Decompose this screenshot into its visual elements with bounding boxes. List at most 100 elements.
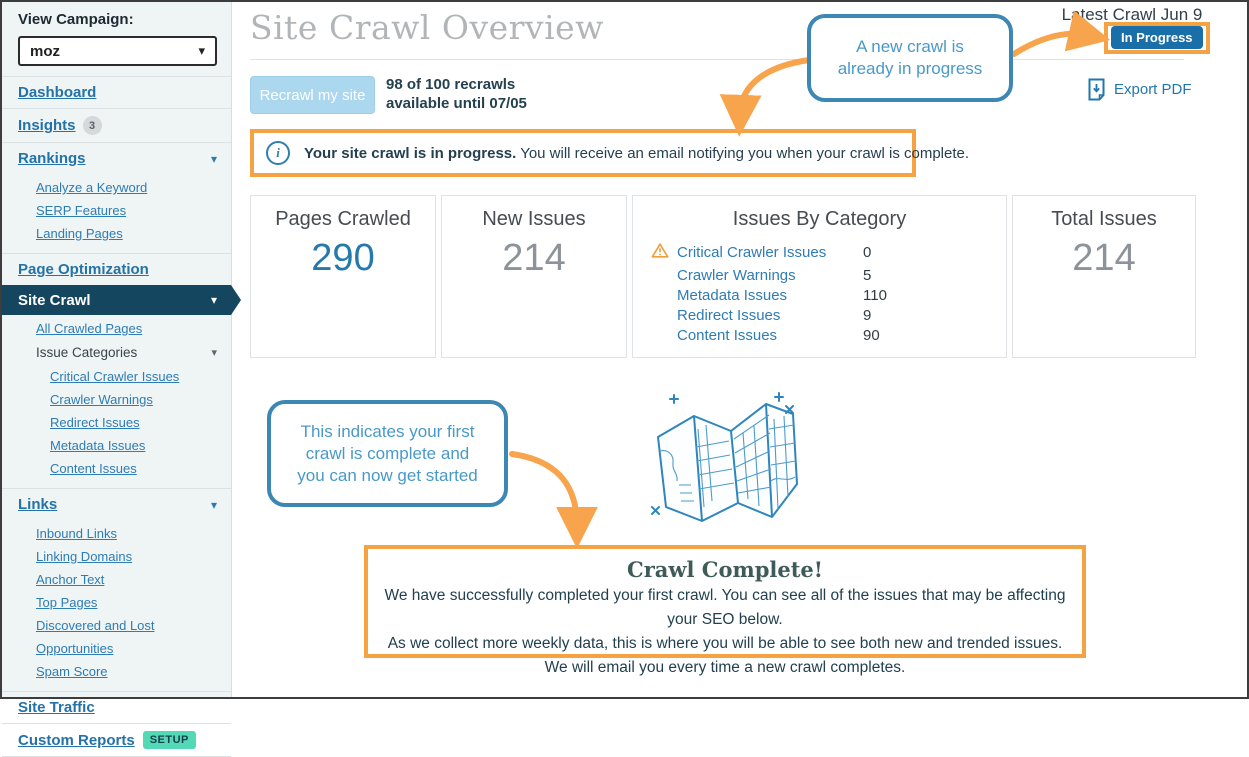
card-new-issues: New Issues 214 — [441, 195, 627, 358]
new-issues-value: 214 — [502, 237, 566, 279]
arrow-to-crawl-complete — [509, 451, 598, 549]
crawl-complete-title: Crawl Complete! — [627, 557, 823, 582]
recrawl-quota-line1: 98 of 100 recrawls — [386, 76, 516, 93]
sidebar-item-insights[interactable]: Insights 3 — [2, 109, 231, 142]
issue-category-link[interactable]: Crawler Warnings — [677, 266, 796, 284]
banner-text-bold: Your site crawl is in progress. — [304, 144, 517, 162]
page-optimization-link[interactable]: Page Optimization — [18, 261, 149, 278]
sidebar-item-serp-features[interactable]: SERP Features — [36, 203, 127, 218]
chevron-down-icon[interactable]: ▾ — [210, 151, 217, 166]
divider — [2, 76, 231, 77]
banner-text: Your site crawl is in progress. You will… — [304, 145, 969, 162]
sidebar-item-rankings[interactable]: Rankings ▾ — [2, 143, 231, 174]
sidebar-item-anchor-text[interactable]: Anchor Text — [36, 572, 105, 587]
folded-map-illustration — [646, 389, 811, 532]
warning-icon — [651, 242, 677, 264]
issue-category-row: Crawler Warnings 5 — [633, 265, 1006, 285]
banner-text-rest: You will receive an email notifying you … — [516, 144, 970, 162]
divider — [2, 253, 231, 254]
issue-category-count: 90 — [863, 326, 880, 344]
crawl-progress-banner: i Your site crawl is in progress. You wi… — [250, 129, 969, 177]
status-badge-highlight-box: In Progress — [1104, 22, 1210, 54]
export-pdf-link[interactable]: Export PDF — [1087, 78, 1192, 101]
export-pdf-label: Export PDF — [1114, 81, 1192, 98]
sidebar-item-critical-crawler-issues[interactable]: Critical Crawler Issues — [50, 369, 180, 384]
annotation-bubble-first-crawl: This indicates your first crawl is compl… — [267, 400, 508, 507]
insights-count-badge: 3 — [82, 116, 102, 135]
sidebar-item-issue-categories[interactable]: Issue Categories ▾ — [2, 340, 231, 365]
issue-category-count: 110 — [863, 286, 887, 304]
card-label: Pages Crawled — [275, 208, 411, 230]
campaign-select-value: moz — [30, 42, 60, 60]
recrawl-button[interactable]: Recrawl my site — [250, 76, 375, 114]
issue-category-row: Metadata Issues 110 — [633, 285, 1006, 305]
sidebar-item-site-traffic[interactable]: Site Traffic — [2, 692, 231, 723]
insights-link[interactable]: Insights — [18, 117, 76, 134]
card-label: Total Issues — [1051, 208, 1157, 230]
issue-category-count: 5 — [863, 266, 872, 284]
card-total-issues: Total Issues 214 — [1012, 195, 1196, 358]
links-link[interactable]: Links — [18, 496, 58, 513]
sidebar-item-links[interactable]: Links ▾ — [2, 489, 231, 520]
arrow-to-banner — [719, 57, 812, 137]
card-label: New Issues — [482, 208, 586, 230]
sidebar-item-dashboard[interactable]: Dashboard — [2, 77, 231, 108]
stats-cards-row: Pages Crawled 290 New Issues 214 Issues … — [250, 195, 1196, 358]
divider — [2, 142, 231, 143]
divider — [2, 108, 231, 109]
pages-crawled-value: 290 — [311, 237, 375, 279]
chevron-down-icon[interactable]: ▾ — [211, 347, 217, 359]
links-submenu: Inbound Links Linking Domains Anchor Tex… — [2, 520, 231, 691]
sidebar-item-spam-score[interactable]: Spam Score — [36, 664, 108, 679]
chevron-down-icon[interactable]: ▾ — [210, 497, 217, 512]
site-crawl-submenu: All Crawled Pages Issue Categories ▾ Cri… — [2, 315, 231, 488]
sidebar-item-opportunities[interactable]: Opportunities — [36, 641, 114, 656]
sidebar-item-redirect-issues[interactable]: Redirect Issues — [50, 415, 140, 430]
issue-category-count: 0 — [863, 244, 872, 261]
recrawl-quota: 98 of 100 recrawls available until 07/05 — [386, 75, 527, 113]
sidebar: View Campaign: moz ▾ Dashboard Insights … — [2, 2, 241, 757]
sidebar-item-page-optimization[interactable]: Page Optimization — [2, 254, 231, 285]
crawl-complete-box: Crawl Complete! We have successfully com… — [364, 545, 1086, 676]
site-crawl-label: Site Crawl — [18, 291, 91, 309]
sidebar-item-custom-reports[interactable]: Custom Reports SETUP — [2, 724, 231, 756]
page-title: Site Crawl Overview — [250, 8, 604, 47]
sidebar-item-top-pages[interactable]: Top Pages — [36, 595, 98, 610]
recrawl-quota-line2: available until 07/05 — [386, 95, 527, 112]
crawl-complete-line3: We will email you every time a new crawl… — [544, 659, 906, 676]
rankings-link[interactable]: Rankings — [18, 150, 86, 167]
campaign-select[interactable]: moz ▾ — [18, 36, 217, 66]
card-label: Issues By Category — [732, 208, 907, 230]
divider — [2, 488, 231, 489]
issue-category-row: Content Issues 90 — [633, 325, 1006, 345]
chevron-down-icon[interactable]: ▾ — [210, 293, 217, 307]
sidebar-item-inbound-links[interactable]: Inbound Links — [36, 526, 117, 541]
annotation-bubble-new-crawl-text: A new crawl is already in progress — [837, 37, 983, 78]
dashboard-link[interactable]: Dashboard — [18, 84, 97, 101]
sidebar-item-analyze-a-keyword[interactable]: Analyze a Keyword — [36, 180, 148, 195]
dropdown-caret-icon: ▾ — [198, 43, 205, 58]
issue-category-link[interactable]: Redirect Issues — [677, 306, 781, 324]
arrow-to-in-progress — [1011, 10, 1111, 57]
issue-category-link[interactable]: Metadata Issues — [677, 286, 788, 304]
site-traffic-link[interactable]: Site Traffic — [18, 699, 95, 716]
custom-reports-link[interactable]: Custom Reports — [18, 731, 135, 749]
sidebar-item-linking-domains[interactable]: Linking Domains — [36, 549, 133, 564]
sidebar-item-landing-pages[interactable]: Landing Pages — [36, 226, 123, 241]
sidebar-item-discovered-and-lost[interactable]: Discovered and Lost — [36, 618, 155, 633]
crawl-complete-line1: We have successfully completed your firs… — [384, 587, 1066, 628]
issue-category-link[interactable]: Critical Crawler Issues — [677, 244, 827, 261]
sidebar-item-site-crawl[interactable]: Site Crawl ▾ — [2, 285, 241, 315]
sidebar-item-crawler-warnings[interactable]: Crawler Warnings — [50, 392, 153, 407]
issues-by-category-list: Critical Crawler Issues 0 Crawler Warnin… — [633, 240, 1006, 345]
issue-categories-label: Issue Categories — [36, 345, 138, 360]
sidebar-item-metadata-issues[interactable]: Metadata Issues — [50, 438, 146, 453]
issue-category-link[interactable]: Content Issues — [677, 326, 778, 344]
annotation-bubble-new-crawl: A new crawl is already in progress — [807, 14, 1013, 102]
sidebar-item-all-crawled-pages[interactable]: All Crawled Pages — [36, 321, 143, 336]
crawl-complete-line2: As we collect more weekly data, this is … — [387, 635, 1063, 652]
sidebar-item-content-issues[interactable]: Content Issues — [50, 461, 137, 476]
status-badge[interactable]: In Progress — [1111, 26, 1203, 49]
export-pdf-icon — [1088, 78, 1105, 101]
setup-badge[interactable]: SETUP — [142, 731, 196, 749]
